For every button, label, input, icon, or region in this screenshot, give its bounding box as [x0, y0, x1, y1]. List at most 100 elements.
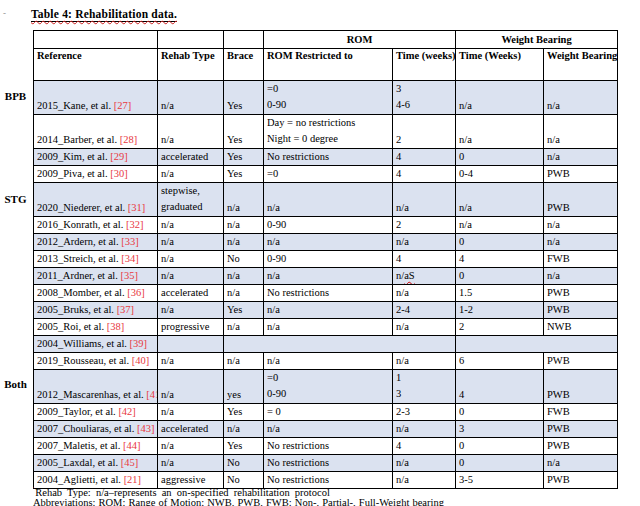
table-row: 2015_Kane, et al. [27]n/aYes=00-9034-6n/…	[34, 81, 618, 115]
cell-weight-bearing: NWB	[544, 319, 618, 336]
empty-header-cell	[158, 31, 224, 49]
reference-text: 2012_Mascarenhas, et al.	[37, 389, 146, 400]
footnote-rehab-type: 'Rehab Type: n/a–represents an on-specif…	[33, 485, 330, 498]
citation-number: [40]	[132, 355, 150, 366]
cell-wb-time: 0	[456, 438, 544, 455]
reference-text: 2011_Ardner, et al.	[37, 270, 120, 281]
cell-rom-restricted: n/a	[264, 183, 393, 217]
reference-text: 2004_Williams, et al.	[37, 338, 130, 349]
group-label-stg: STG	[0, 193, 31, 205]
cell-rehab-type: accelerated	[158, 285, 224, 302]
cell-rom-time: n/a	[393, 353, 456, 370]
reference-text: 2009_Kim, et al.	[37, 151, 110, 162]
col-header-wb-time: Time (Weeks)	[456, 49, 544, 81]
cell-weight-bearing: FWB	[544, 251, 618, 268]
citation-number: [38]	[107, 321, 125, 332]
cell-reference: 2012_Mascarenhas, et al. [41]	[34, 370, 158, 404]
cell-brace: No	[224, 455, 264, 472]
footnote-abbreviations-text: Abbreviations: ROM: Range of Motion; NWB…	[33, 497, 444, 506]
cell-wb-time: 3-5	[456, 472, 544, 489]
cell-brace: n/a	[224, 319, 264, 336]
cell-brace: n/a	[224, 217, 264, 234]
cell-rom-restricted: =0	[264, 166, 393, 183]
citation-number: [33]	[121, 236, 139, 247]
cell-line: graduated	[161, 199, 221, 215]
cell-reference: 2008_Momber, et al. [36]	[34, 285, 158, 302]
reference-text: 2014_Barber, et al.	[37, 134, 120, 145]
table-row: 2020_Niederer, et al. [31]stepwise,gradu…	[34, 183, 618, 217]
cell-brace: n/a	[224, 421, 264, 438]
empty-header-cell	[34, 31, 158, 49]
col-header-weight-bearing: Weight Bearing	[544, 49, 618, 81]
citation-number: [27]	[114, 100, 132, 111]
cell-rehab-type: n/a	[158, 217, 224, 234]
table-header-row: Reference Rehab Type Brace ROM Restricte…	[34, 49, 618, 81]
cell-rom-restricted: = 0	[264, 404, 393, 421]
reference-text: 2015_Kane, et al.	[37, 100, 114, 111]
cell-rehab-type: n/a	[158, 404, 224, 421]
cell-rehab-type: accelerated	[158, 149, 224, 166]
citation-number: [30]	[110, 168, 128, 179]
cell-rom-time: n/a	[393, 455, 456, 472]
cell-rom-time: 4	[393, 251, 456, 268]
cell-rehab-type: n/a	[158, 370, 224, 404]
group-label-bpb: BPB	[0, 90, 31, 102]
cell-rom-restricted: =00-90	[264, 370, 393, 404]
cell-brace: n/a	[224, 183, 264, 217]
cell-wb-time: 1.5	[456, 285, 544, 302]
cell-brace: Yes	[224, 404, 264, 421]
cell-rehab-type: stepwise,graduated	[158, 183, 224, 217]
reference-text: 2007_Maletis, et al.	[37, 440, 123, 451]
table-row: 2004_Williams, et al. [39]	[34, 336, 618, 353]
reference-text: 2019_Rousseau, et al.	[37, 355, 132, 366]
cell-line: 3	[396, 81, 453, 97]
cell-reference: 2013_Streich, et al. [34]	[34, 251, 158, 268]
cell-wb-time: 0	[456, 404, 544, 421]
cell-line: stepwise,	[161, 183, 221, 199]
col-header-rehab-type: Rehab Type	[158, 49, 224, 81]
cell-rom-restricted: No restrictions	[264, 149, 393, 166]
citation-number: [43]	[137, 423, 155, 434]
reference-text: 2020_Niederer, et al.	[37, 202, 128, 213]
cell-reference: 2012_Ardern, et al. [33]	[34, 234, 158, 251]
reference-text: 2004_Aglietti, et al.	[37, 474, 124, 485]
cell-weight-bearing: n/a	[544, 217, 618, 234]
cell-rom-restricted: No restrictions	[264, 285, 393, 302]
cell-brace: No	[224, 251, 264, 268]
cell-rehab-type: n/a	[158, 166, 224, 183]
citation-number: [37]	[117, 304, 135, 315]
reference-text: 2009_Piva, et al.	[37, 168, 110, 179]
cell-weight-bearing: n/a	[544, 115, 618, 149]
cell-reference: 2009_Piva, et al. [30]	[34, 166, 158, 183]
cell-reference: 2007_Chouliaras, et al. [43]	[34, 421, 158, 438]
table-row: 2009_Piva, et al. [30]n/aYes=040-4PWB	[34, 166, 618, 183]
cell-wb-time: 0	[456, 268, 544, 285]
cell-wb-time: 2	[456, 319, 544, 336]
cell-rom-time: n/a	[393, 285, 456, 302]
table-row: 2008_Momber, et al. [36]accelerated n/aNo…	[34, 285, 618, 302]
reference-text: 2008_Momber, et al.	[37, 287, 127, 298]
cell-wb-time: n/a	[456, 81, 544, 115]
col-header-reference: Reference	[34, 49, 158, 81]
rom-group-header: ROM	[264, 31, 456, 49]
cell-rom-restricted: No restrictions	[264, 438, 393, 455]
cell-wb-time: 4	[456, 251, 544, 268]
cell-weight-bearing: n/a	[544, 455, 618, 472]
col-header-brace: Brace	[224, 49, 264, 81]
table-body: 2015_Kane, et al. [27]n/aYes=00-9034-6n/…	[34, 81, 618, 489]
cell-rom-restricted: n/a	[264, 302, 393, 319]
reference-text: 2013_Streich, et al.	[37, 253, 121, 264]
cell-reference: 2007_Maletis, et al. [44]	[34, 438, 158, 455]
table-row: 2007_Chouliaras, et al. [43]acceleratedn…	[34, 421, 618, 438]
cell-rehab-type: n/a	[158, 438, 224, 455]
cell-rom-time: 4	[393, 149, 456, 166]
footnote-abbreviations: Abbreviations: ROM: Range of Motion; NWB…	[33, 497, 444, 506]
cell-rom-restricted: n/a	[264, 421, 393, 438]
citation-number: [21]	[124, 474, 142, 485]
group-label-both: Both	[0, 378, 31, 390]
cell-wb-time: 4	[456, 370, 544, 404]
citation-number: [42]	[118, 406, 136, 417]
cell-rom-restricted: 0-90	[264, 251, 393, 268]
cell-weight-bearing: PWB	[544, 302, 618, 319]
cell-wb-time: 1-2	[456, 302, 544, 319]
